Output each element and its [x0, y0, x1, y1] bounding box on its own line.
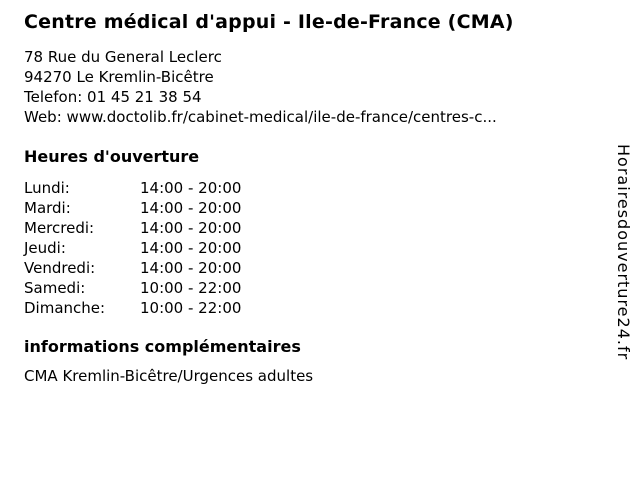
hours-row-friday: Vendredi: 14:00 - 20:00	[24, 258, 616, 278]
hours-row-wednesday: Mercredi: 14:00 - 20:00	[24, 218, 616, 238]
day-hours: 14:00 - 20:00	[140, 219, 242, 237]
day-hours: 10:00 - 22:00	[140, 279, 242, 297]
day-label: Samedi:	[24, 279, 86, 297]
web-line: Web: www.doctolib.fr/cabinet-medical/ile…	[24, 107, 616, 127]
web-url: www.doctolib.fr/cabinet-medical/ile-de-f…	[66, 108, 497, 126]
day-label: Dimanche:	[24, 299, 106, 317]
phone-number: 01 45 21 38 54	[87, 88, 202, 106]
page-title: Centre médical d'appui - Ile-de-France (…	[24, 11, 514, 33]
day-label: Mardi:	[24, 199, 71, 217]
day-label: Mercredi:	[24, 219, 95, 237]
hours-row-tuesday: Mardi: 14:00 - 20:00	[24, 198, 616, 218]
day-hours: 14:00 - 20:00	[140, 179, 242, 197]
day-hours: 14:00 - 20:00	[140, 199, 242, 217]
day-hours: 10:00 - 22:00	[140, 299, 242, 317]
business-info-page: Centre médical d'appui - Ile-de-France (…	[0, 13, 640, 386]
hours-row-monday: Lundi: 14:00 - 20:00	[24, 178, 616, 198]
phone-line: Telefon: 01 45 21 38 54	[24, 87, 616, 107]
day-label: Jeudi:	[24, 239, 66, 257]
hours-table: Lundi: 14:00 - 20:00 Mardi: 14:00 - 20:00 …	[24, 178, 616, 318]
hours-heading: Heures d'ouverture	[24, 147, 200, 166]
web-label: Web:	[24, 108, 62, 126]
phone-label: Telefon:	[24, 88, 83, 106]
day-label: Vendredi:	[24, 259, 96, 277]
hours-row-thursday: Jeudi: 14:00 - 20:00	[24, 238, 616, 258]
day-hours: 14:00 - 20:00	[140, 259, 242, 277]
contact-block: 78 Rue du General Leclerc 94270 Le Kreml…	[24, 47, 616, 127]
address-city: 94270 Le Kremlin-Bicêtre	[24, 68, 214, 86]
day-label: Lundi:	[24, 179, 70, 197]
additional-info-heading: informations complémentaires	[24, 337, 301, 356]
day-hours: 14:00 - 20:00	[140, 239, 242, 257]
hours-row-sunday: Dimanche: 10:00 - 22:00	[24, 298, 616, 318]
hours-row-saturday: Samedi: 10:00 - 22:00	[24, 278, 616, 298]
site-watermark: Horairesdouverture24.fr	[614, 144, 633, 361]
address-street: 78 Rue du General Leclerc	[24, 48, 222, 66]
additional-info-text: CMA Kremlin-Bicêtre/Urgences adultes	[24, 367, 314, 385]
